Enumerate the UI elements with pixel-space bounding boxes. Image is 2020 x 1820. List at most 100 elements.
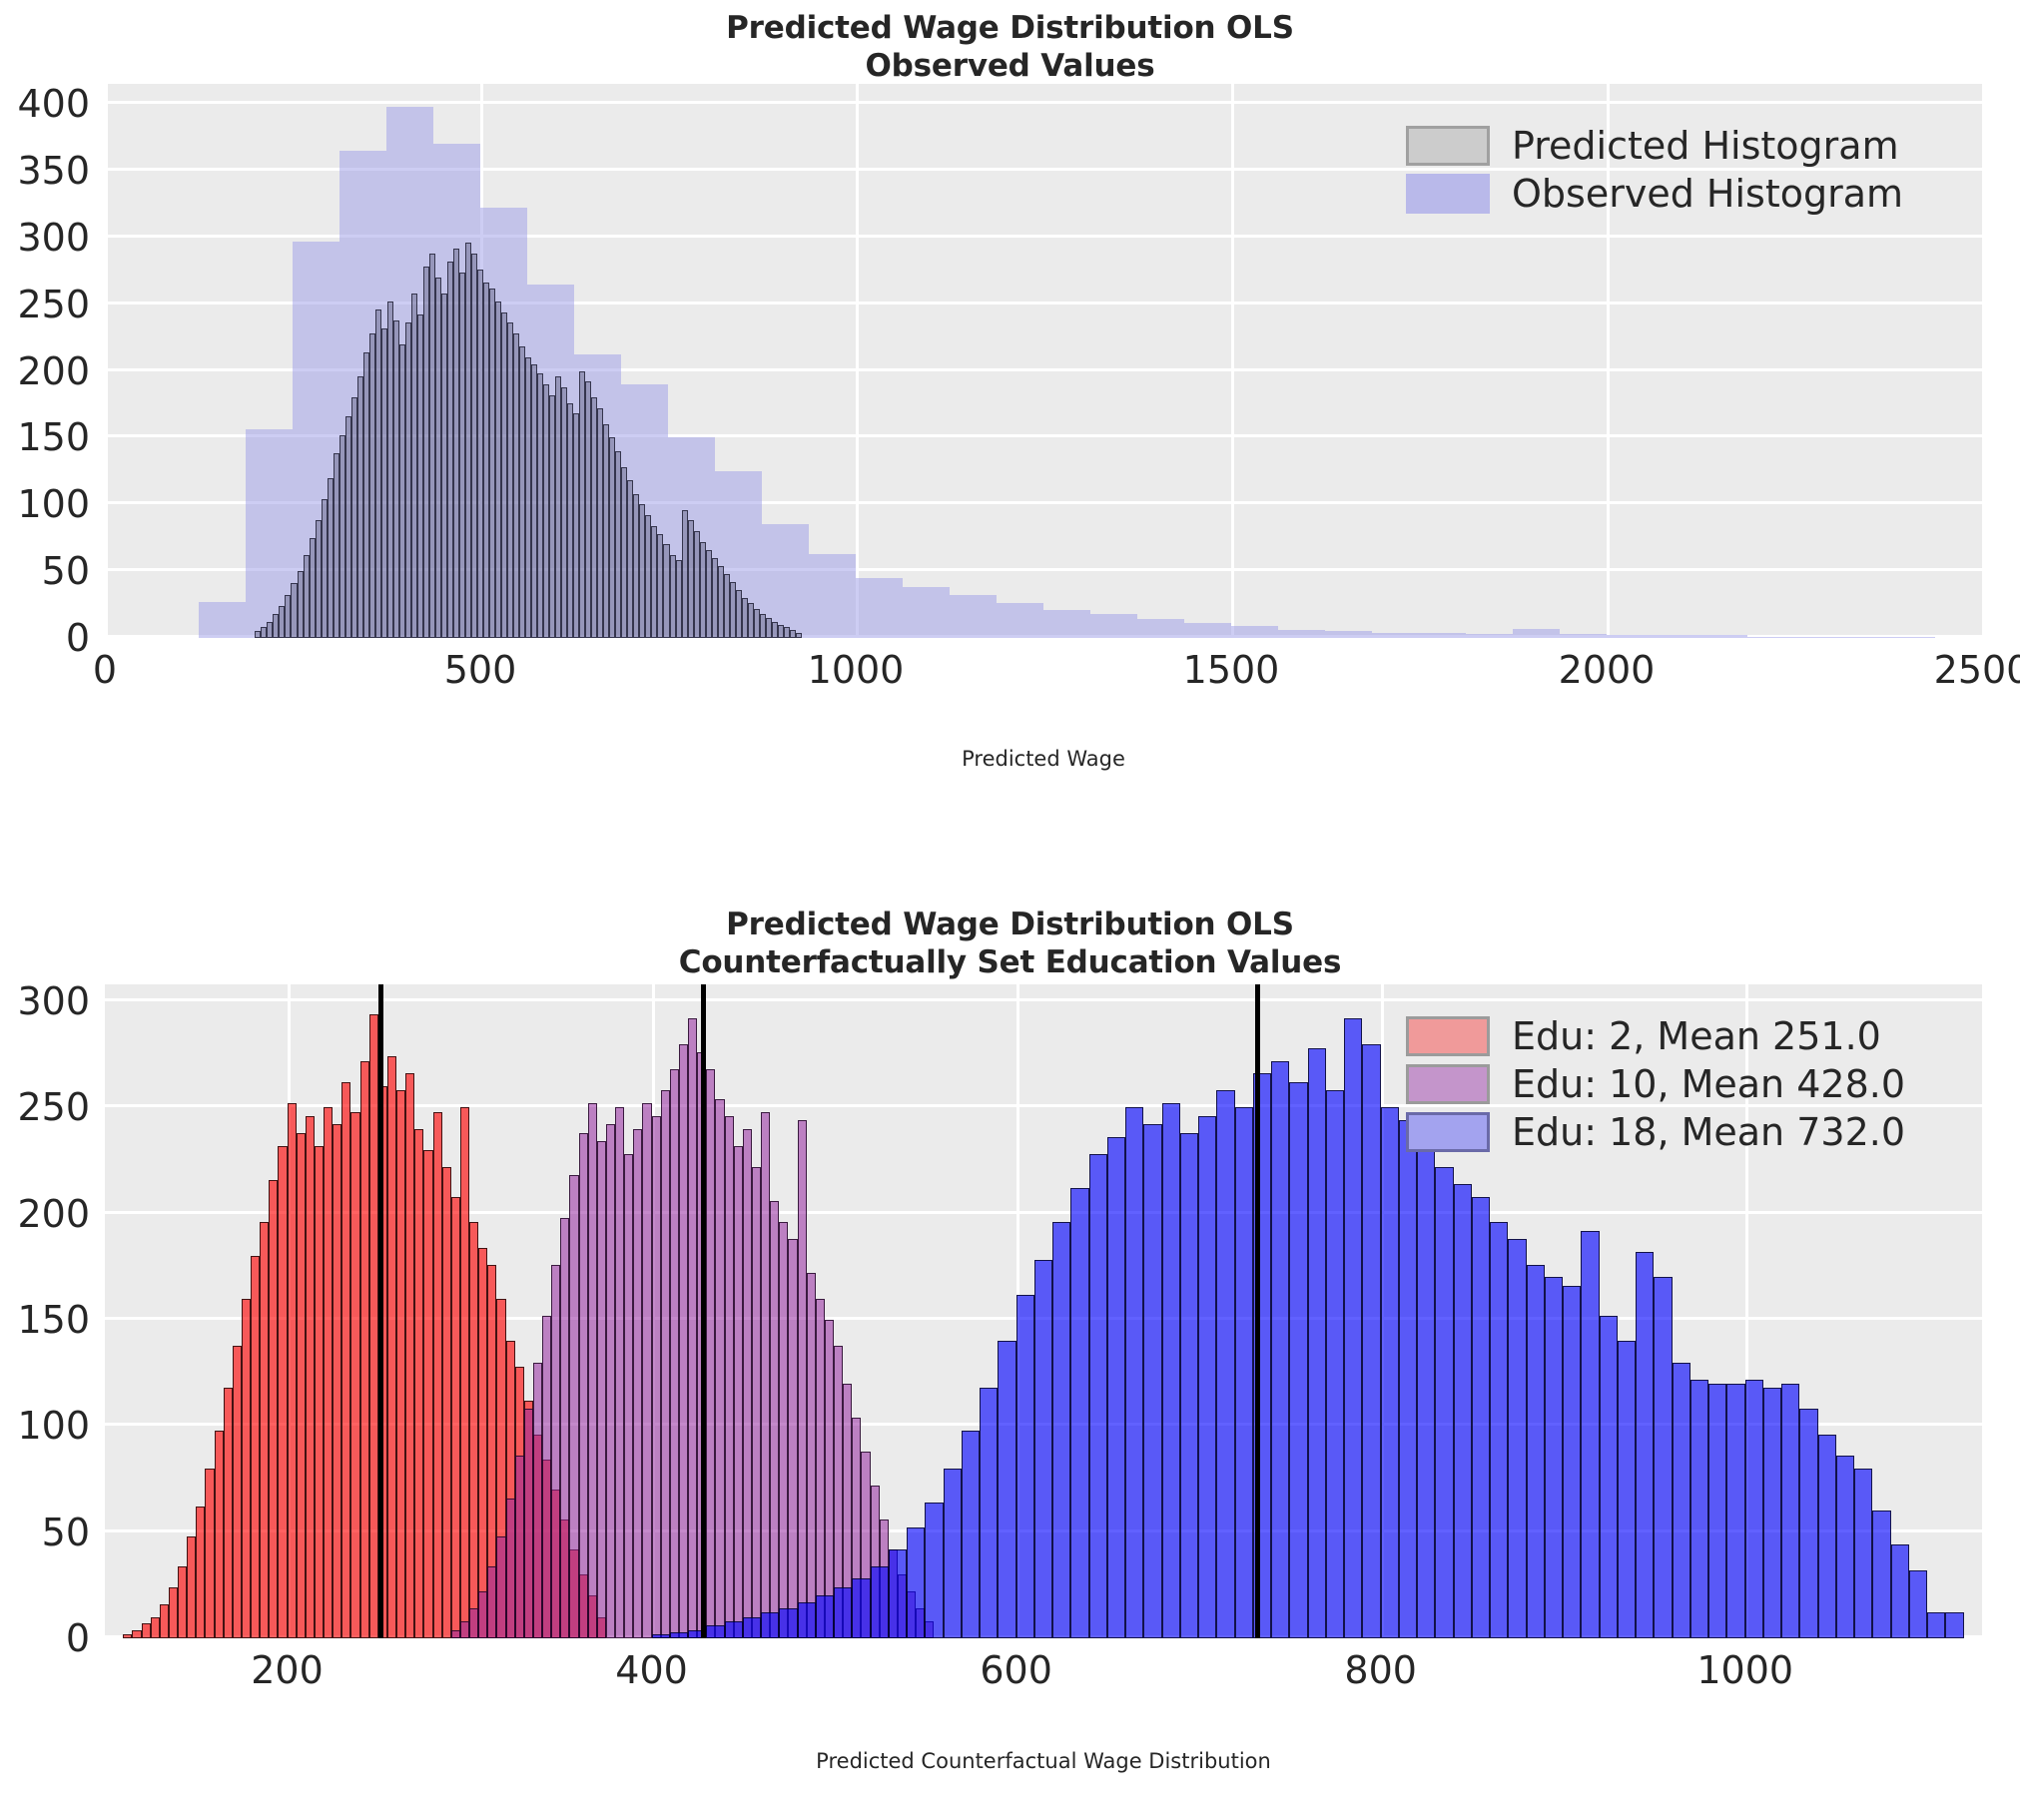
x-tick-label: 2500 [1933,648,2020,692]
histogram-bar [1052,1222,1071,1638]
histogram-bar [196,1507,206,1638]
y-tick-label: 50 [41,549,90,594]
histogram-bar [273,613,280,638]
histogram-bar [1198,1115,1217,1638]
histogram-bar [1372,632,1419,638]
y-tick-label: 0 [65,616,90,660]
histogram-bar [459,1621,470,1638]
histogram-bar [663,544,670,638]
histogram-bar [815,1595,835,1638]
histogram-bar [1344,1018,1363,1638]
gridline-horizontal [105,1104,1982,1108]
histogram-bar [699,541,706,638]
histogram-bar [1466,634,1513,638]
histogram-bar [603,424,610,638]
legend-item[interactable]: Observed Histogram [1406,172,1903,216]
histogram-bar [287,1103,297,1638]
histogram-bar [733,1145,743,1638]
histogram-bar [1700,635,1747,638]
histogram-bar [396,1090,406,1638]
histogram-bar [404,322,411,638]
histogram-bar [469,1222,479,1638]
histogram-bar [513,333,520,638]
histogram-bar [1890,1544,1909,1638]
histogram-bar [386,106,433,638]
histogram-bar [770,1200,780,1638]
histogram-bar [514,1456,524,1638]
panel-observed: Predicted Wage Distribution OLS Observed… [0,0,2020,899]
histogram-bar [549,394,556,638]
gridline-vertical [1607,84,1610,638]
gridline-vertical [480,84,483,638]
histogram-bar [267,621,274,638]
histogram-bar [458,272,465,638]
histogram-bar [903,587,950,638]
histogram-bar [591,397,598,638]
legend-item[interactable]: Edu: 10, Mean 428.0 [1406,1062,1905,1106]
histogram-bar [470,253,477,638]
histogram-bar [688,1629,707,1638]
histogram-bar [1106,1137,1126,1638]
histogram-bar [495,302,502,638]
histogram-bar [815,1298,825,1638]
histogram-bar [432,1111,442,1638]
histogram-bar [428,253,435,638]
histogram-bar [344,416,351,638]
histogram-bar [573,413,580,638]
histogram-bar [741,597,748,638]
histogram-bar [651,1115,661,1638]
histogram-bar [519,346,526,638]
histogram-bar [551,1264,561,1638]
histogram-bar [296,1132,306,1638]
histogram-bar [943,1468,962,1638]
histogram-bar [1325,631,1372,638]
histogram-bar [1841,636,1888,638]
panel-counterfactual-title: Predicted Wage Distribution OLS Counterf… [678,907,1342,980]
histogram-bar [870,1565,889,1638]
histogram-bar [531,363,538,638]
histogram-bar [1654,635,1700,638]
gridline-horizontal [105,367,1982,371]
histogram-bar [1435,1166,1454,1638]
legend-item[interactable]: Edu: 2, Mean 251.0 [1406,1014,1905,1058]
x-tick-label: 0 [92,648,118,692]
histogram-bar [747,603,754,638]
legend-item[interactable]: Predicted Histogram [1406,124,1903,168]
y-tick-label: 200 [17,348,90,393]
histogram-bar [980,1388,999,1638]
histogram-bar [350,1111,360,1638]
histogram-bar [543,383,550,638]
y-tick-label: 200 [17,1191,90,1236]
histogram-bar [476,269,483,638]
gridline-vertical [1231,84,1234,638]
histogram-bar [1581,1230,1600,1638]
histogram-bar [523,1409,533,1638]
histogram-bar [324,1107,334,1638]
histogram-bar [579,370,586,638]
histogram-bar [1090,613,1137,638]
histogram-bar [1636,1251,1655,1638]
gridline-horizontal [105,434,1982,438]
histogram-bar [187,1535,197,1638]
histogram-bar [441,1166,451,1638]
histogram-bar [621,466,628,638]
histogram-bar [724,1621,743,1638]
histogram-bar [1799,1409,1818,1638]
legend-item[interactable]: Edu: 18, Mean 732.0 [1406,1110,1905,1154]
histogram-bar [1125,1107,1144,1638]
histogram-bar [159,1603,169,1638]
legend-label: Edu: 18, Mean 732.0 [1512,1110,1906,1154]
histogram-bar [478,1247,488,1638]
gridline-horizontal [105,635,1982,638]
histogram-bar [762,524,809,638]
histogram-bar [705,549,712,638]
histogram-bar [1908,1569,1928,1638]
histogram-bar [642,1103,652,1638]
legend-label: Edu: 10, Mean 428.0 [1512,1062,1906,1106]
legend-swatch [1406,1016,1490,1056]
y-tick-label: 300 [17,979,90,1023]
histogram-bar [724,1115,734,1638]
histogram-bar [205,1468,215,1638]
gridline-horizontal [105,1210,1982,1214]
